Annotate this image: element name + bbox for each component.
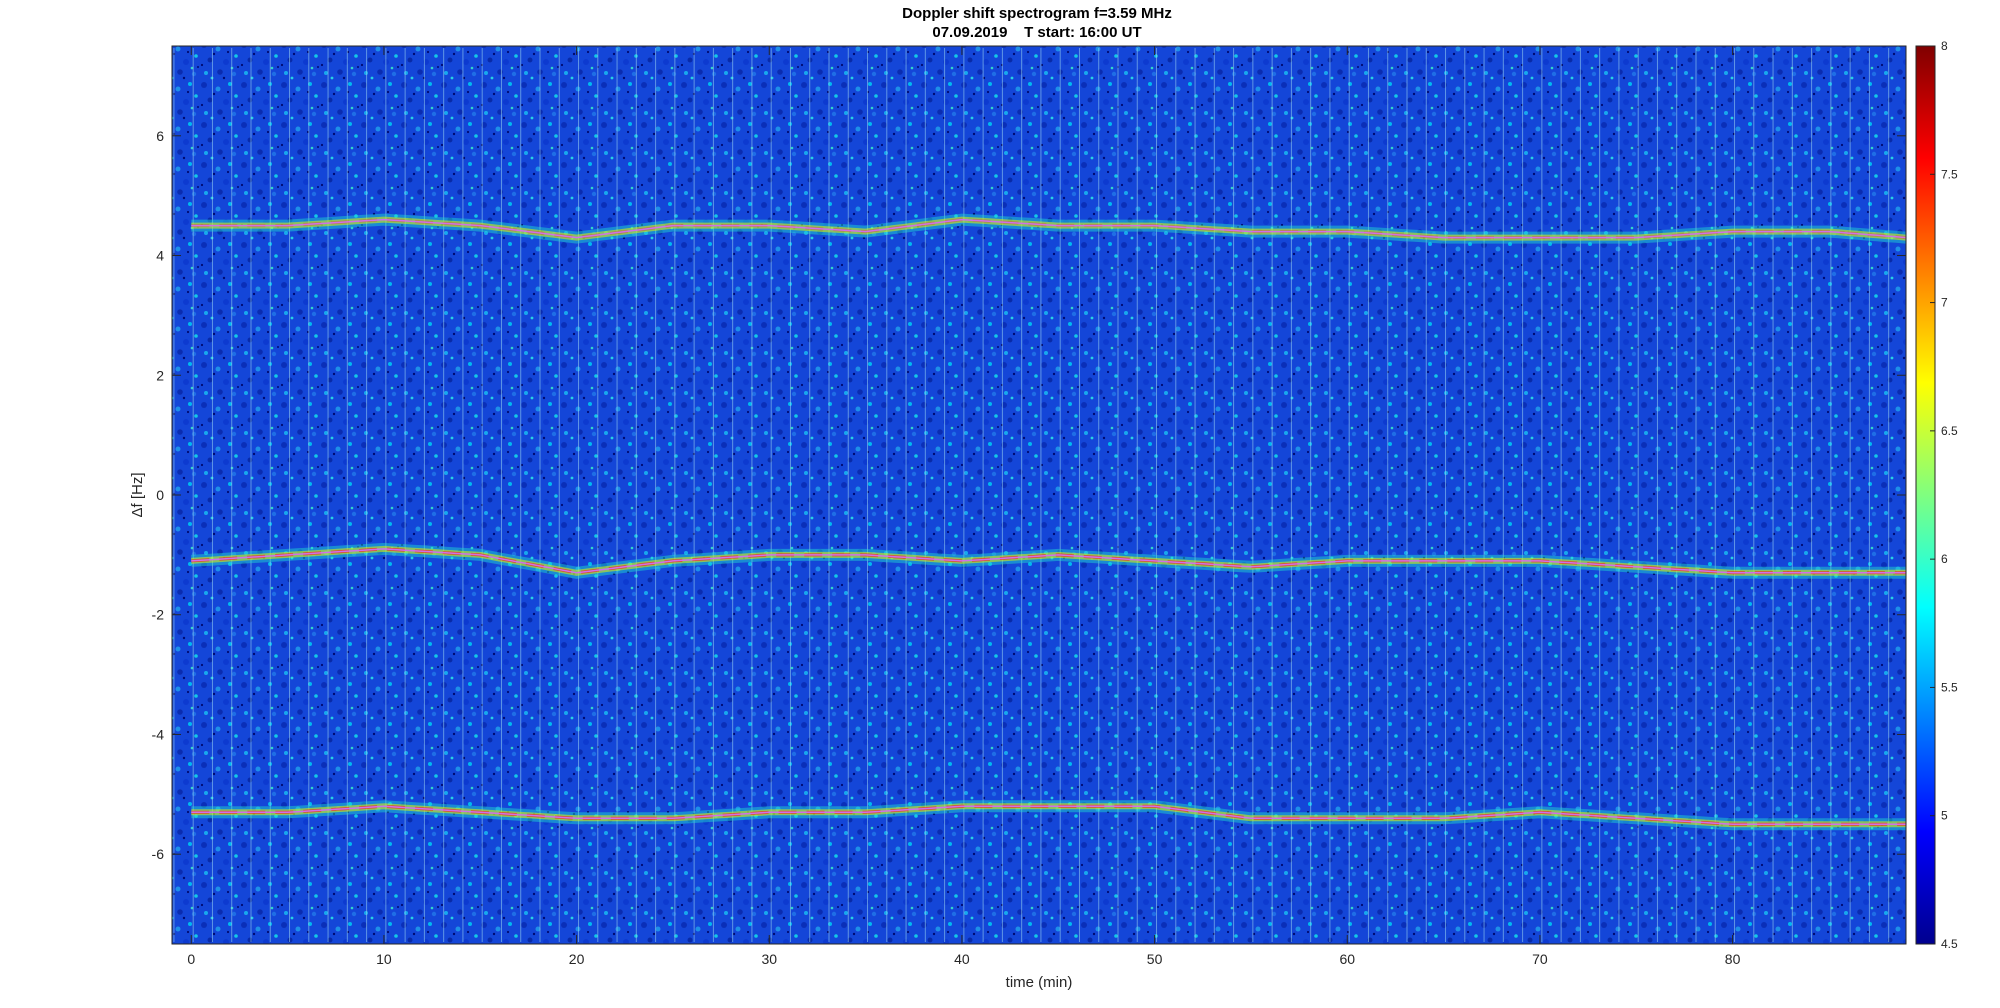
colorbar-tick-label: 7 — [1941, 296, 1948, 310]
x-tick-label: 10 — [376, 951, 392, 967]
colorbar-tick-label: 6.5 — [1941, 424, 1958, 438]
x-tick-label: 30 — [761, 951, 777, 967]
x-axis-ticks: 0 10 20 30 40 50 60 70 80 — [187, 46, 1741, 967]
colorbar — [1915, 45, 1936, 945]
y-axis-label: Δf [Hz] — [129, 472, 146, 517]
time-slice-stripes — [173, 48, 1890, 942]
colorbar-tick-label: 7.5 — [1941, 167, 1958, 181]
chart-title-line2: 07.09.2019 T start: 16:00 UT — [932, 24, 1141, 41]
y-tick-label: 0 — [156, 487, 164, 503]
doppler-traces — [191, 218, 1907, 826]
colorbar-tick-label: 6 — [1941, 552, 1948, 566]
colorbar-tick-label: 5.5 — [1941, 680, 1958, 694]
colorbar-tick-label: 5 — [1941, 809, 1948, 823]
x-tick-label: 0 — [187, 951, 195, 967]
mode-trace-line — [191, 548, 1906, 574]
chart-title-line1: Doppler shift spectrogram f=3.59 MHz — [902, 5, 1172, 22]
y-tick-label: -2 — [152, 607, 165, 623]
x-tick-label: 70 — [1532, 951, 1548, 967]
x-tick-label: 20 — [569, 951, 585, 967]
x-tick-label: 40 — [954, 951, 970, 967]
y-tick-label: 6 — [156, 128, 164, 144]
mode-trace-line — [191, 218, 1907, 239]
x-tick-label: 60 — [1339, 951, 1355, 967]
y-axis-ticks: -6 -4 -2 0 2 4 6 — [152, 128, 1906, 862]
colorbar-tick-label: 4.5 — [1941, 937, 1958, 951]
spectrogram-plot-area — [172, 46, 1906, 944]
x-tick-label: 50 — [1147, 951, 1163, 967]
x-axis-label: time (min) — [1006, 974, 1073, 991]
mode-trace-line — [191, 805, 1906, 826]
x-tick-label: 80 — [1725, 951, 1741, 967]
colorbar-tick-label: 8 — [1941, 39, 1948, 53]
y-tick-label: 4 — [156, 248, 164, 264]
y-tick-label: -4 — [152, 726, 165, 742]
y-tick-label: -6 — [152, 846, 165, 862]
colorbar-ticks: 4.5 5 5.5 6 6.5 7 7.5 8 — [1930, 39, 1958, 951]
y-tick-label: 2 — [156, 367, 164, 383]
